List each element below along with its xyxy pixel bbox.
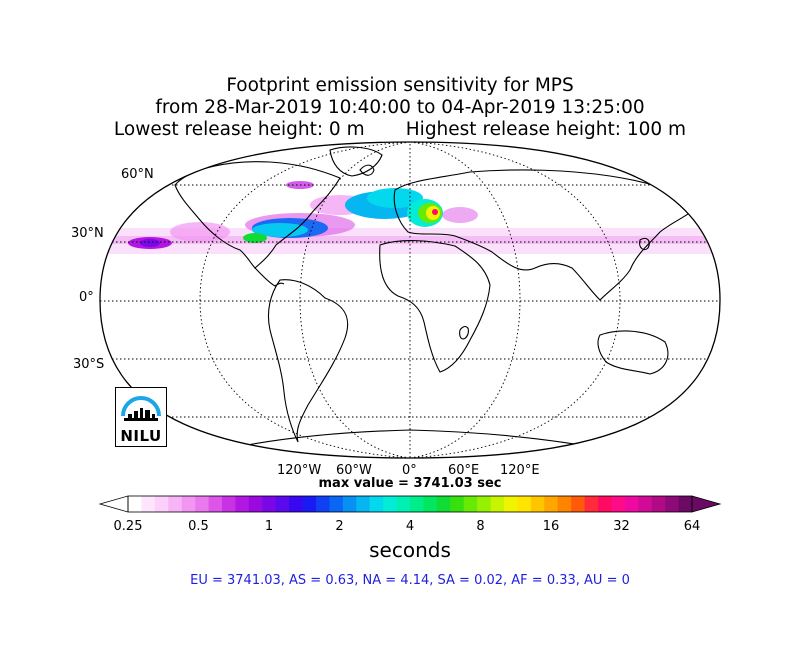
logo-text: NILU [120, 427, 162, 445]
graticule [100, 142, 720, 458]
colorbar-cell [665, 496, 680, 512]
lat-label-0: 0° [79, 290, 94, 305]
colorbar-tick-label: 32 [613, 519, 630, 534]
lon-label-60w: 60°W [336, 463, 372, 478]
colorbar-cell [275, 496, 290, 512]
colorbar-cell [369, 496, 384, 512]
colorbar-tick-label: 4 [405, 519, 415, 534]
colorbar-cell [181, 496, 196, 512]
colorbar-cell [289, 496, 304, 512]
region-stats: EU = 3741.03, AS = 0.63, NA = 4.14, SA =… [190, 573, 630, 588]
colorbar-cell [248, 496, 263, 512]
colorbar-cell [436, 496, 451, 512]
colorbar-cell [222, 496, 236, 512]
colorbar-cell [302, 496, 317, 512]
colorbar-cell [544, 496, 559, 512]
map-boundary [99, 141, 721, 459]
colorbar-tick-label: 0.25 [113, 519, 143, 534]
colorbar-cell [571, 496, 586, 512]
colorbar-cell [396, 496, 411, 512]
colorbar-cell [195, 496, 210, 512]
colorbar-units: seconds [369, 538, 451, 562]
colorbar-cell [383, 496, 398, 512]
lat-label-30s: 30°S [73, 357, 105, 372]
colorbar-cell [504, 496, 518, 512]
lon-label-60e: 60°E [448, 463, 480, 478]
colorbar-tick-label: 16 [542, 519, 560, 534]
colorbar-tick-label: 1 [264, 519, 274, 534]
colorbar-cell [316, 496, 330, 512]
lat-label-60n: 60°N [121, 167, 154, 182]
colorbar-high-extension [691, 495, 722, 513]
title-line-2: from 28-Mar-2019 10:40:00 to 04-Apr-2019… [155, 97, 645, 118]
colorbar-cell [141, 496, 156, 512]
colorbar-cell [208, 496, 223, 512]
colorbar-cell [262, 496, 277, 512]
colorbar-frame [127, 495, 693, 513]
colorbar-cell [490, 496, 505, 512]
colorbar-cell [128, 496, 142, 512]
lon-label-0: 0° [402, 463, 417, 478]
lon-label-120w: 120°W [277, 463, 322, 478]
colorbar-cell [584, 496, 599, 512]
title-line-1: Footprint emission sensitivity for MPS [226, 75, 574, 96]
nilu-logo-mark [121, 396, 161, 421]
colorbar-cell [517, 496, 532, 512]
colorbar-cell [423, 496, 438, 512]
colorbar-tick-label: 64 [683, 519, 701, 534]
title-line-3: Lowest release height: 0 m Highest relea… [113, 119, 687, 140]
colorbar-cell [154, 496, 169, 512]
colorbar-cell [598, 496, 612, 512]
max-value: max value = 3741.03 sec [318, 476, 502, 491]
colorbar-cell [477, 496, 492, 512]
colorbar-tick-label: 0.5 [188, 519, 209, 534]
colorbar-cell [450, 496, 465, 512]
colorbar-cell [651, 496, 666, 512]
colorbar-cell [342, 496, 357, 512]
colorbar-cell [530, 496, 545, 512]
colorbar-tick-label: 8 [476, 519, 485, 534]
colorbar-cell [638, 496, 653, 512]
colorbar-cell [168, 496, 183, 512]
colorbar-cell [356, 496, 371, 512]
colorbar-cell [410, 496, 424, 512]
lat-label-30n: 30°N [71, 226, 104, 241]
nilu-logo: NILU [115, 387, 167, 447]
colorbar-cell [678, 496, 693, 512]
coastlines [174, 146, 701, 456]
colorbar-cell [329, 496, 344, 512]
colorbar-cell [463, 496, 478, 512]
colorbar-cell [557, 496, 572, 512]
colorbar-tick-label: 2 [335, 519, 344, 534]
colorbar-cell [624, 496, 639, 512]
colorbar-low-extension [98, 495, 129, 513]
colorbar-cell [235, 496, 250, 512]
lon-label-120e: 120°E [500, 463, 540, 478]
colorbar-cell [611, 496, 626, 512]
